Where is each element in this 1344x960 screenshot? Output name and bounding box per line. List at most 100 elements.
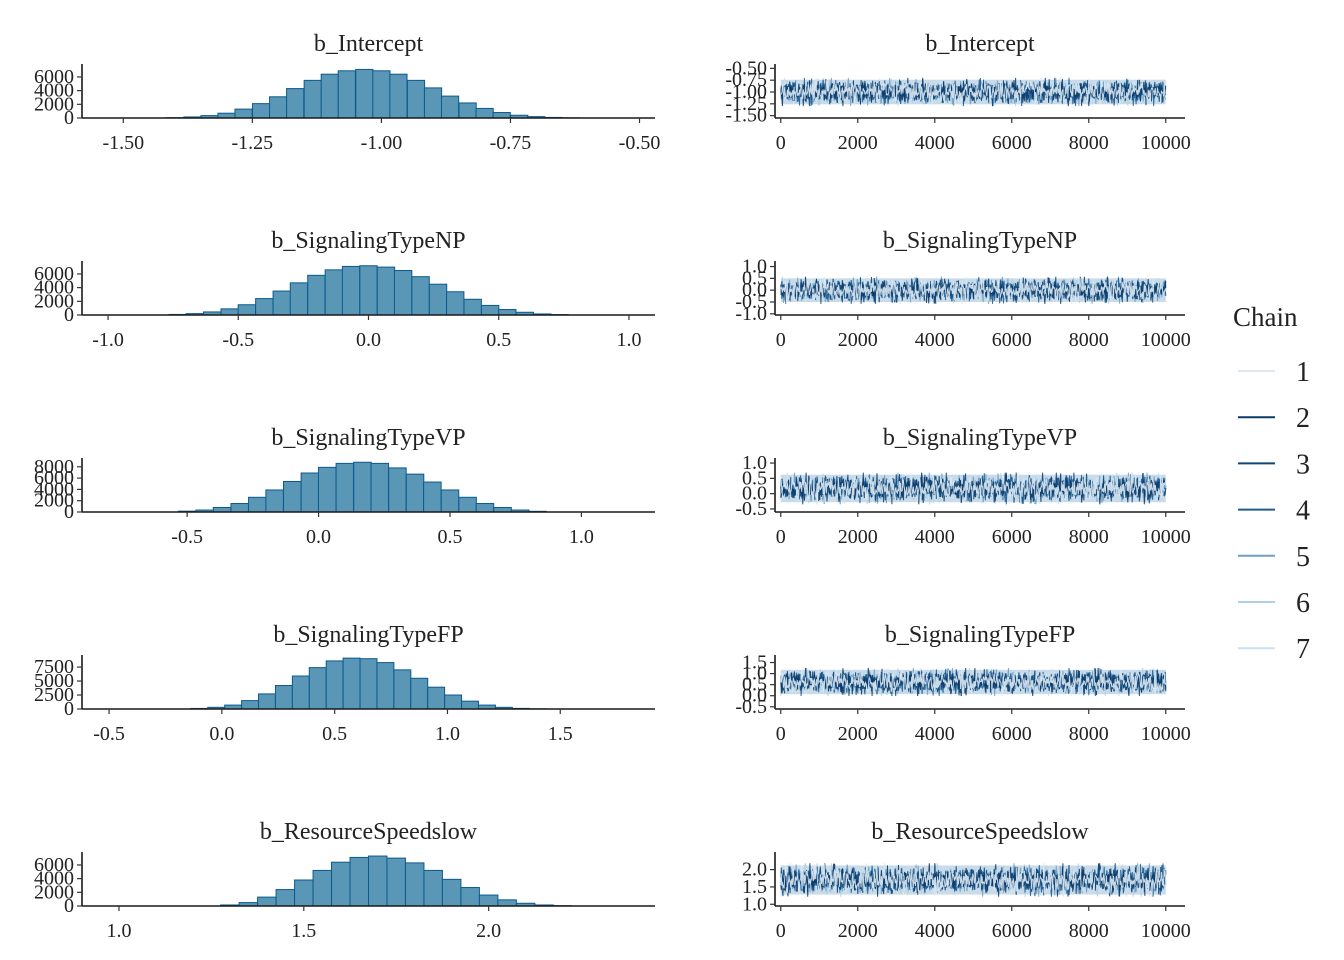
- x-axis-ticks: 1.0 1.5 2.0: [106, 906, 501, 942]
- histogram-bar: [359, 265, 378, 316]
- panel-trace-b_SignalingTypeFP: b_SignalingTypeFP 0 2000 4000 6000 8000 10000 -…: [735, 622, 1190, 745]
- x-tick-label: 8000: [1069, 526, 1109, 548]
- histogram-bar: [463, 298, 482, 316]
- histogram-bar: [289, 282, 309, 316]
- y-tick-label: 8000: [34, 456, 74, 478]
- x-tick-label: 0: [776, 329, 786, 351]
- x-tick-label: 8000: [1069, 723, 1109, 745]
- x-tick-label: 6000: [992, 329, 1032, 351]
- histogram-bar: [274, 685, 293, 710]
- histogram-bar: [389, 73, 408, 119]
- y-tick-label: -1.25: [725, 93, 767, 115]
- legend-item-chain-1: 1: [1238, 357, 1310, 388]
- histogram-bar: [475, 503, 495, 513]
- legend-title: Chain: [1233, 302, 1298, 332]
- x-tick-label: 8000: [1069, 920, 1109, 942]
- x-tick-label: 1.0: [435, 723, 460, 745]
- x-tick-label: 0.5: [486, 329, 511, 351]
- x-tick-label: 0.0: [356, 329, 381, 351]
- histogram-bar: [393, 669, 412, 710]
- y-tick-label: -0.75: [725, 69, 767, 91]
- histogram-bar: [255, 298, 274, 316]
- x-tick-label: 4000: [915, 526, 955, 548]
- legend-label: 6: [1296, 588, 1310, 619]
- x-tick-label: -0.5: [93, 723, 125, 745]
- y-tick-label: 1.0: [742, 663, 767, 685]
- chain-1-trace: [780, 276, 1167, 304]
- y-tick-label: 0: [64, 304, 74, 326]
- x-tick-label: 4000: [915, 132, 955, 154]
- histogram-bar: [359, 658, 378, 710]
- trace-lines: [780, 863, 1167, 897]
- y-tick-label: 2000: [34, 93, 74, 115]
- y-tick-label: 4000: [34, 80, 74, 102]
- histogram-bar: [331, 861, 351, 907]
- trace-lines: [780, 667, 1167, 697]
- x-tick-label: 8000: [1069, 132, 1109, 154]
- y-axis-ticks: 1.01.52.0: [742, 859, 775, 915]
- x-tick-label: 1.5: [548, 723, 573, 745]
- histogram-bars: [177, 461, 547, 513]
- histogram-bar: [320, 73, 339, 119]
- histogram-bar: [423, 87, 443, 119]
- x-tick-label: -1.25: [232, 132, 274, 154]
- x-tick-label: 8000: [1069, 329, 1109, 351]
- trace-lines: [780, 276, 1167, 304]
- x-axis-ticks: -1.50 -1.25 -1.00 -0.75 -0.50: [102, 118, 660, 154]
- x-axis-ticks: 0 2000 4000 6000 8000 10000: [776, 118, 1191, 154]
- x-tick-label: 2000: [838, 132, 878, 154]
- legend-item-chain-5: 5: [1238, 542, 1310, 573]
- histogram-bar: [428, 283, 448, 316]
- y-tick-label: 1.0: [742, 893, 767, 915]
- histogram-bar: [349, 856, 369, 907]
- chain-1-trace: [780, 667, 1167, 697]
- x-tick-label: 0.0: [209, 723, 234, 745]
- histogram-bar: [257, 896, 277, 907]
- histogram-bar: [440, 95, 460, 119]
- legend-label: 1: [1296, 357, 1310, 388]
- x-tick-label: 0: [776, 920, 786, 942]
- x-tick-label: -0.5: [171, 526, 203, 548]
- y-tick-label: 6000: [34, 854, 74, 876]
- histogram-bar: [458, 496, 477, 513]
- y-tick-label: 4000: [34, 478, 74, 500]
- panel-hist-b_SignalingTypeFP: b_SignalingTypeFP -0.5 0.0 0.5 1.0 1.5 0250050…: [34, 622, 655, 745]
- x-tick-label: 0.0: [306, 526, 331, 548]
- y-tick-label: 1.0: [742, 256, 767, 278]
- x-tick-label: -0.5: [222, 329, 254, 351]
- x-tick-label: 10000: [1141, 526, 1191, 548]
- y-tick-label: 6000: [34, 263, 74, 285]
- histogram-bar: [272, 290, 291, 316]
- histogram-bar: [291, 675, 310, 710]
- x-tick-label: 0: [776, 723, 786, 745]
- histogram-bar: [410, 677, 429, 710]
- histogram-bar: [342, 657, 361, 710]
- panel-trace-b_Intercept: b_Intercept 0 2000 4000 6000 8000 10000 -1.50-1…: [725, 31, 1190, 154]
- histogram-bar: [303, 79, 322, 119]
- legend-label: 7: [1296, 634, 1310, 665]
- panel-title: b_SignalingTypeNP: [883, 228, 1077, 254]
- x-tick-label: 1.5: [291, 920, 316, 942]
- legend-item-chain-3: 3: [1238, 449, 1310, 480]
- y-tick-label: 2000: [34, 290, 74, 312]
- x-axis-ticks: 0 2000 4000 6000 8000 10000: [776, 906, 1191, 942]
- panel-hist-b_SignalingTypeNP: b_SignalingTypeNP -1.0 -0.5 0.0 0.5 1.0 020004…: [34, 228, 655, 351]
- y-tick-label: 0: [64, 698, 74, 720]
- histogram-bar: [341, 265, 361, 316]
- legend-item-chain-4: 4: [1238, 496, 1310, 527]
- histogram-bar: [248, 496, 267, 513]
- y-tick-label: -0.5: [735, 696, 767, 718]
- legend-item-chain-6: 6: [1238, 588, 1310, 619]
- y-tick-label: 0.5: [742, 674, 767, 696]
- panel-hist-b_SignalingTypeVP: b_SignalingTypeVP -0.5 0.0 0.5 1.0 0200040006…: [34, 425, 655, 548]
- histogram-bar: [353, 461, 372, 513]
- histogram-bar: [497, 899, 517, 907]
- chain-1-trace: [780, 472, 1167, 505]
- x-tick-label: 2000: [838, 526, 878, 548]
- histogram-bar: [444, 694, 463, 710]
- y-tick-label: -0.50: [725, 57, 767, 79]
- legend-items: 1 2 3 4 5 6 7: [1238, 357, 1310, 665]
